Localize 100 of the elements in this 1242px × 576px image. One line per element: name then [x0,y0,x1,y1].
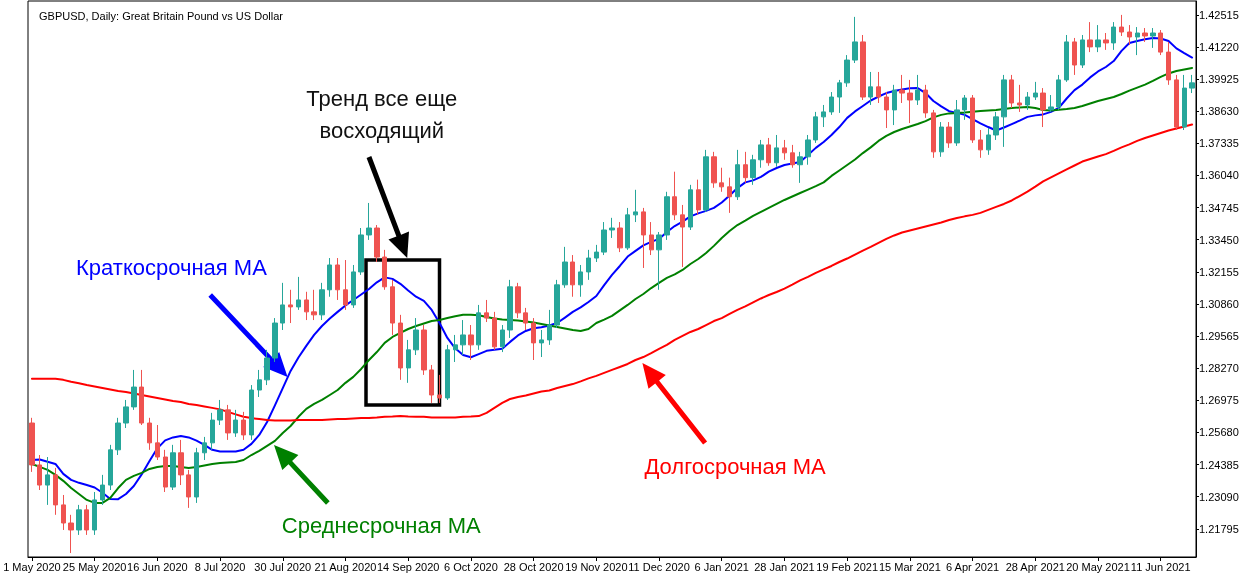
candlestick [147,417,152,451]
candlestick [907,79,913,124]
candlestick [601,221,607,256]
candlestick [1166,41,1171,86]
candlestick [335,257,340,301]
candlestick [1095,24,1101,53]
candlestick [609,217,615,239]
candlestick [327,257,332,298]
candlestick [453,334,458,363]
candlestick [100,474,105,506]
candlestick [382,249,387,291]
candlestick [790,144,795,169]
y-tick-label: 1.32155 [1199,265,1239,278]
candlestick [225,404,231,441]
x-tick-label: 21 Aug 2020 [314,560,377,573]
y-tick-label: 1.34745 [1199,201,1239,214]
candlestick [366,202,372,241]
candlestick [202,436,207,461]
annotation: Тренд все еще восходящий [305,85,459,145]
candlestick [460,319,466,356]
text: Краткосрочная MA [76,255,267,281]
candlestick [507,279,513,339]
candlestick [688,184,693,231]
candlestick [970,94,975,144]
candlestick [664,191,670,241]
x-tick-label: 15 Mar 2021 [879,560,941,573]
candlestick [139,369,144,426]
candlestick [743,151,748,184]
candlestick [1174,74,1179,131]
candlestick [829,91,834,116]
y-tick-label: 1.26975 [1199,394,1239,407]
x-tick-label: 19 Feb 2021 [816,560,879,573]
candlestick [876,71,881,104]
x-tick-label: 28 Oct 2020 [503,560,564,573]
candlestick [570,254,575,298]
candlestick [61,494,66,531]
candlestick [868,71,873,106]
candlestick [37,454,42,491]
candlestick [413,317,419,356]
candlestick [108,444,113,491]
candlestick [993,111,999,141]
y-tick-label: 1.37335 [1199,137,1239,150]
candlestick [178,439,184,486]
candlestick [1009,74,1014,109]
candlestick [92,491,97,536]
candlestick [1001,74,1007,148]
candlestick [1127,24,1132,46]
candlestick [860,34,866,101]
x-tick-label: 28 Apr 2021 [1005,560,1065,573]
candlestick [84,504,89,536]
candlestick [1040,87,1046,128]
candlestick [476,304,481,351]
candlestick [1064,34,1069,83]
candlestick [656,231,662,291]
candlestick [429,364,434,404]
candlestick [186,469,191,509]
x-tick-label: 6 Oct 2020 [443,560,498,573]
candlestick [170,444,176,491]
candlestick [547,309,552,346]
candlestick [523,307,528,331]
candlestick [727,177,732,214]
y-tick-label: 1.24385 [1199,458,1239,471]
candlestick [852,16,858,64]
candlestick [1080,34,1085,69]
candlestick [445,344,450,401]
candlestick [837,79,842,114]
x-tick-label: 11 Jun 2021 [1130,560,1191,573]
x-tick-label: 6 Apr 2021 [945,560,1000,573]
candlestick [1182,74,1187,131]
x-tick-label: 6 Jan 2021 [694,560,749,573]
candlestick [272,317,278,363]
y-tick-label: 1.28270 [1199,362,1239,375]
candlestick [390,279,395,336]
candlestick [625,207,630,251]
x-tick-label: 1 May 2020 [3,560,61,573]
y-tick-label: 1.41220 [1199,40,1239,53]
candlestick [311,289,317,321]
candlestick [1158,29,1163,56]
candlestick [711,151,717,189]
x-tick-label: 19 Nov 2020 [565,560,628,573]
candlestick [163,449,168,493]
candlestick [515,282,521,319]
y-tick-label: 1.21795 [1199,522,1239,535]
candlestick [672,171,677,221]
candlestick [123,399,129,429]
x-tick-label: 11 Dec 2020 [628,560,690,573]
candlestick [915,74,920,106]
y-tick-label: 1.30860 [1199,297,1239,310]
candlestick [1119,14,1124,37]
y-tick-label: 1.36040 [1199,169,1239,182]
candlestick [421,324,427,376]
candlestick [1103,32,1109,51]
candlestick [500,324,505,353]
candlestick [774,134,779,168]
candlestick [194,447,199,504]
candlestick [217,399,223,426]
candlestick [844,54,850,88]
candlestick [923,84,928,119]
candlestick [978,129,983,159]
candlestick [484,299,489,323]
